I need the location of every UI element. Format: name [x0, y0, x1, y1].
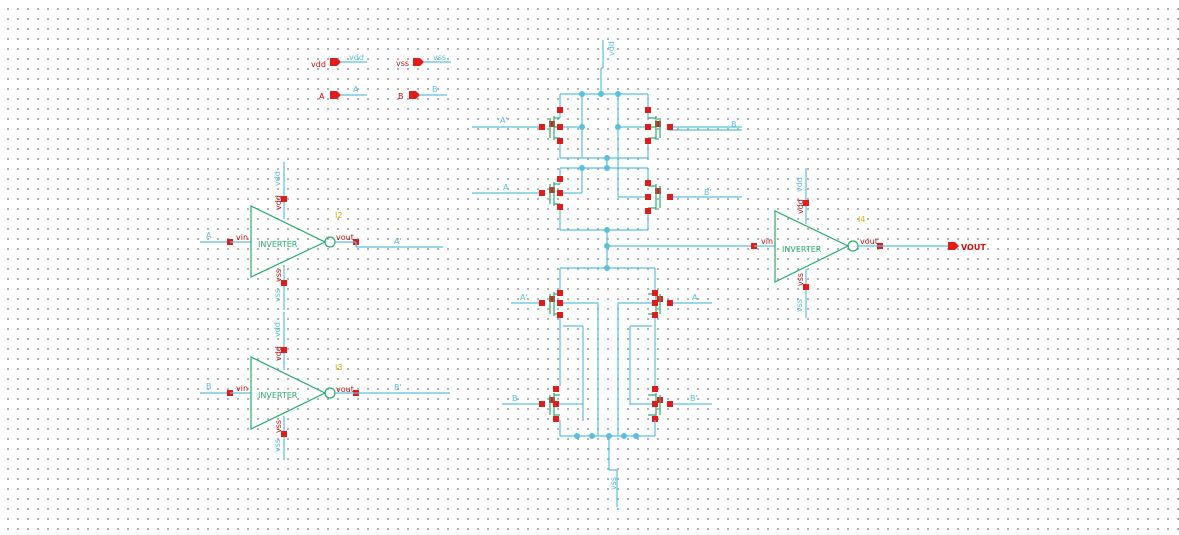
i2-instance-name: I2: [335, 211, 342, 220]
pin-vss-net: vss: [433, 53, 446, 62]
nmos-tl-gate-net: A': [520, 293, 528, 302]
vss-bottom-net: vss: [609, 477, 618, 490]
i2-out-net: A': [394, 237, 402, 246]
i4-vss-label: vss: [796, 273, 805, 286]
i2-vout-label: vout: [336, 233, 354, 242]
pin-b[interactable]: B B: [398, 85, 447, 101]
i4-vout-label: vout: [860, 237, 878, 246]
inverter-i2[interactable]: A vin INVERTER vdd vdd vss vss vout A' I…: [200, 162, 443, 310]
pin-b-label: B: [398, 92, 404, 101]
i4-vin-label: vin: [761, 237, 773, 246]
i3-in-net: B: [206, 382, 212, 391]
i4-instance-name: I4: [858, 215, 865, 224]
i4-top-net: vdd: [795, 177, 804, 192]
pin-vout-label: VOUT: [961, 243, 986, 252]
i2-vss-label: vss: [274, 269, 283, 282]
i3-top-net: vdd: [273, 322, 282, 337]
i3-vin-label: vin: [236, 384, 248, 393]
i3-body-label: INVERTER: [258, 391, 298, 400]
nmos-network[interactable]: A' A B: [502, 265, 712, 507]
pin-a[interactable]: A A: [319, 85, 367, 101]
i2-body-label: INVERTER: [258, 240, 298, 249]
pmos-mr-gate-net: B': [704, 188, 712, 197]
vdd-top-net: vdd: [607, 41, 616, 56]
pmos-ml-gate-net: A: [503, 183, 509, 192]
nmos-bl-gate-net: B: [512, 394, 518, 403]
inverter-i3[interactable]: B vin INVERTER vdd vdd vss vss vout B' I…: [200, 312, 450, 460]
i3-vout-label: vout: [336, 385, 354, 394]
pmos-tl-gate-net: A': [500, 116, 508, 125]
i3-out-net: B': [394, 383, 402, 392]
i3-vss-label: vss: [274, 420, 283, 433]
inverter-i4[interactable]: vin INVERTER vdd vdd vss vss vout I4: [751, 168, 948, 318]
i2-vin-label: vin: [236, 233, 248, 242]
i3-instance-name: I3: [335, 363, 342, 372]
i4-bot-net: vss: [795, 299, 804, 312]
pmos-tr-gate-net: B: [731, 120, 737, 129]
i3-bot-net: vss: [273, 439, 282, 452]
nmos-br-gate-net: B': [690, 394, 698, 403]
i2-in-net: A: [206, 231, 212, 240]
pmos-network[interactable]: vdd A' B: [472, 40, 753, 268]
pin-vdd-net: vdd: [349, 53, 364, 62]
i2-top-net: vdd: [273, 171, 282, 186]
pin-vss-label: vss: [396, 59, 409, 68]
nmos-tr-gate-net: A: [692, 293, 698, 302]
pin-vss[interactable]: vss vss: [396, 53, 451, 68]
pin-a-label: A: [319, 92, 325, 101]
pin-vdd-label: vdd: [311, 60, 326, 69]
pin-vdd[interactable]: vdd vdd: [311, 53, 367, 69]
pin-a-net: A: [353, 85, 359, 94]
pin-vout[interactable]: VOUT: [948, 242, 986, 252]
pin-b-net: B: [432, 85, 438, 94]
i3-vdd-label: vdd: [274, 346, 283, 361]
i4-vdd-label: vdd: [796, 199, 805, 214]
i4-body-label: INVERTER: [782, 245, 822, 254]
i2-bot-net: vss: [273, 289, 282, 302]
i2-vdd-label: vdd: [274, 195, 283, 210]
